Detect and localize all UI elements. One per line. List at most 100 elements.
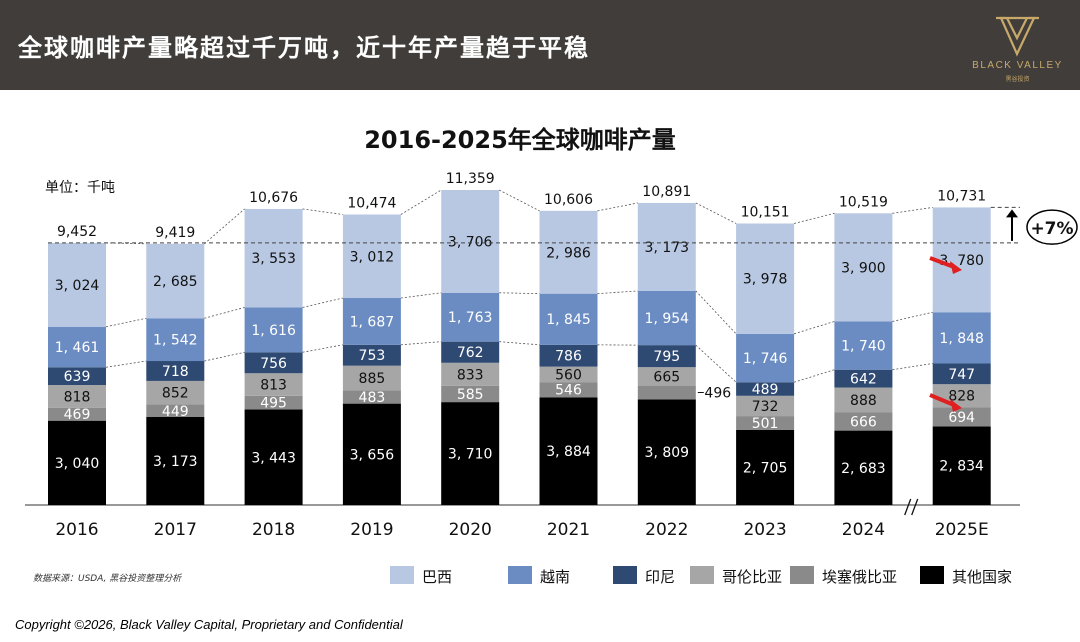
vietnam-trend-line bbox=[892, 363, 933, 371]
data-label: 1, 740 bbox=[841, 339, 886, 355]
x-tick-label: 2022 bbox=[645, 520, 688, 540]
bar-segment bbox=[736, 223, 795, 334]
bar-segment bbox=[539, 366, 598, 383]
total-trend-line bbox=[794, 212, 835, 224]
data-label: 1, 763 bbox=[448, 310, 493, 326]
bar-segment bbox=[637, 367, 696, 386]
bar-segment bbox=[342, 298, 401, 345]
brazil-trend-line bbox=[400, 292, 442, 299]
bar-segment bbox=[441, 341, 500, 363]
bar-segment bbox=[637, 385, 696, 400]
bar-segment bbox=[342, 403, 401, 505]
brazil-trend-line bbox=[892, 311, 933, 322]
data-label: 3, 443 bbox=[251, 450, 296, 466]
bar-segment bbox=[932, 312, 991, 364]
data-label: 585 bbox=[457, 387, 484, 403]
data-label: 489 bbox=[752, 382, 779, 398]
bar-segment bbox=[834, 387, 893, 413]
bar-segment bbox=[539, 344, 598, 367]
legend-label: 印尼 bbox=[645, 568, 676, 586]
x-tick-label: 2023 bbox=[743, 520, 786, 540]
legend-swatch bbox=[690, 566, 714, 584]
total-label: 9,419 bbox=[155, 225, 195, 241]
bar-segment bbox=[441, 385, 500, 403]
x-tick-label: 2020 bbox=[449, 520, 492, 540]
data-label: 813 bbox=[260, 378, 287, 394]
data-label: 753 bbox=[359, 348, 386, 364]
data-label: 3, 884 bbox=[546, 444, 591, 460]
data-label: 3, 173 bbox=[153, 454, 198, 470]
data-label: 1, 848 bbox=[939, 331, 984, 347]
data-label: 1, 687 bbox=[350, 314, 395, 330]
data-label: 718 bbox=[162, 364, 189, 380]
brazil-trend-line bbox=[302, 297, 343, 308]
bar-segment bbox=[637, 399, 696, 505]
unit-label: 单位：千吨 bbox=[45, 180, 115, 196]
logo-wordmark: BLACK VALLEY bbox=[972, 60, 1063, 71]
bar-segment bbox=[834, 430, 893, 505]
data-label: 3, 809 bbox=[645, 445, 690, 461]
data-label: 449 bbox=[162, 404, 189, 420]
vietnam-trend-line bbox=[695, 344, 737, 383]
bar-segment bbox=[539, 293, 598, 345]
bar-segment bbox=[48, 385, 106, 408]
data-label: 694 bbox=[948, 410, 975, 426]
data-label: 828 bbox=[948, 389, 975, 405]
bar-segment bbox=[539, 210, 598, 294]
bar-segment bbox=[834, 213, 893, 322]
data-label: 2, 685 bbox=[153, 274, 198, 290]
chart-legend: 巴西 越南 印尼 哥伦比亚 埃塞俄比亚 其他国家 bbox=[390, 564, 1030, 586]
bar-segment bbox=[736, 382, 795, 396]
bar-segment bbox=[48, 407, 106, 421]
data-label: 1, 616 bbox=[251, 323, 296, 339]
data-label: 2, 705 bbox=[743, 460, 788, 476]
bar-segment bbox=[736, 333, 795, 383]
bar-segment bbox=[244, 373, 303, 396]
vietnam-trend-line bbox=[105, 360, 147, 368]
legend-label: 越南 bbox=[540, 568, 571, 586]
total-trend-line bbox=[302, 208, 343, 215]
data-label: 786 bbox=[555, 349, 582, 365]
red-arrow-brazil-icon-head bbox=[950, 261, 962, 274]
page-title: 全球咖啡产量略超过千万吨，近十年产量趋于平稳 bbox=[18, 34, 590, 62]
data-label: 2, 683 bbox=[841, 461, 886, 477]
data-label: 560 bbox=[555, 367, 582, 383]
brazil-trend-line bbox=[499, 292, 540, 295]
axis-break-mark bbox=[911, 498, 919, 516]
growth-annotation: +7% bbox=[1030, 219, 1073, 239]
total-trend-line bbox=[892, 207, 933, 214]
total-label: 10,474 bbox=[347, 195, 396, 211]
bar-segment bbox=[342, 390, 401, 404]
bar-segment bbox=[146, 318, 205, 362]
vietnam-trend-line bbox=[204, 351, 245, 362]
x-tick-label: 2016 bbox=[55, 520, 98, 540]
bar-segment bbox=[539, 397, 598, 505]
x-tick-label: 2018 bbox=[252, 520, 295, 540]
bar-segment bbox=[48, 367, 106, 386]
bar-segment bbox=[146, 417, 205, 505]
axis-break-mark bbox=[904, 498, 912, 516]
bar-segment bbox=[441, 362, 500, 386]
brazil-trend-line bbox=[695, 290, 737, 335]
legend-swatch bbox=[790, 566, 814, 584]
bar-segment bbox=[932, 207, 991, 313]
total-label: 10,519 bbox=[839, 194, 888, 210]
black-valley-logo: BLACK VALLEY 黑谷投资 bbox=[960, 10, 1075, 86]
data-label: 3, 553 bbox=[251, 251, 296, 267]
bar-segment bbox=[834, 412, 893, 431]
bar-segment bbox=[146, 404, 205, 418]
brazil-trend-line bbox=[793, 321, 835, 335]
data-label: 3, 012 bbox=[350, 249, 395, 265]
data-label: 495 bbox=[260, 396, 287, 412]
bar-segment bbox=[48, 326, 106, 368]
data-label: 665 bbox=[653, 369, 680, 385]
data-label: 501 bbox=[752, 416, 779, 432]
red-arrow-colombia-icon bbox=[929, 393, 955, 407]
logo-mark-icon bbox=[996, 16, 1039, 57]
data-label: 3, 173 bbox=[645, 240, 690, 256]
brazil-trend-line bbox=[105, 317, 147, 328]
copyright-footer: Copyright ©2026, Black Valley Capital, P… bbox=[15, 617, 403, 632]
data-label: 642 bbox=[850, 372, 877, 388]
legend-swatch bbox=[390, 566, 414, 584]
legend-swatch bbox=[920, 566, 944, 584]
